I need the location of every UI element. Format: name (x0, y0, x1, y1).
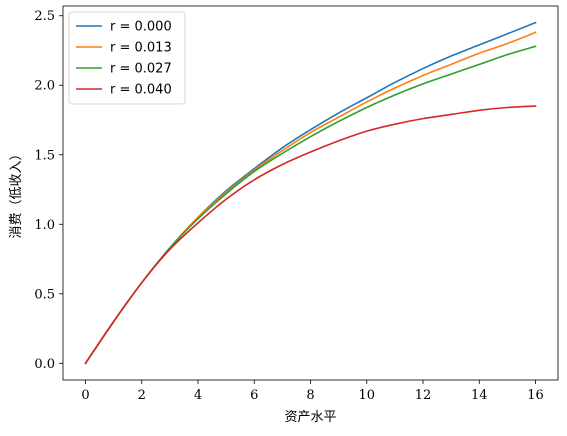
y-tick-label: 2.0 (34, 79, 55, 94)
legend-label-1: r = 0.000 (110, 20, 172, 35)
x-tick-label: 8 (306, 388, 314, 403)
x-tick-label: 14 (471, 388, 488, 403)
y-tick-label: 2.5 (34, 9, 55, 24)
x-tick-label: 2 (138, 388, 146, 403)
x-tick-label: 0 (81, 388, 89, 403)
x-axis-label: 资产水平 (284, 410, 336, 425)
legend-label-3: r = 0.027 (110, 62, 172, 77)
plot-frame (62, 5, 559, 381)
y-tick-label: 0.5 (34, 287, 55, 302)
x-tick-label: 16 (527, 388, 544, 403)
series-line-4 (84, 105, 537, 365)
x-axis-ticks: 0 2 4 6 8 10 12 14 16 (81, 380, 544, 403)
x-tick-label: 4 (194, 388, 202, 403)
y-tick-label: 1.5 (34, 148, 55, 163)
x-tick-label: 12 (415, 388, 432, 403)
y-tick-label: 1.0 (34, 218, 55, 233)
y-axis-label: 消费（低收入） (9, 147, 24, 238)
series-layer (84, 21, 537, 365)
legend-label-4: r = 0.040 (110, 83, 172, 98)
legend-box (68, 11, 186, 105)
x-tick-label: 6 (250, 388, 258, 403)
y-axis-ticks: 0.0 0.5 1.0 1.5 2.0 2.5 (34, 9, 63, 372)
legend-label-2: r = 0.013 (110, 41, 172, 56)
legend: r = 0.000 r = 0.013 r = 0.027 r = 0.040 (68, 11, 186, 105)
x-tick-label: 10 (358, 388, 375, 403)
y-tick-label: 0.0 (34, 357, 55, 372)
